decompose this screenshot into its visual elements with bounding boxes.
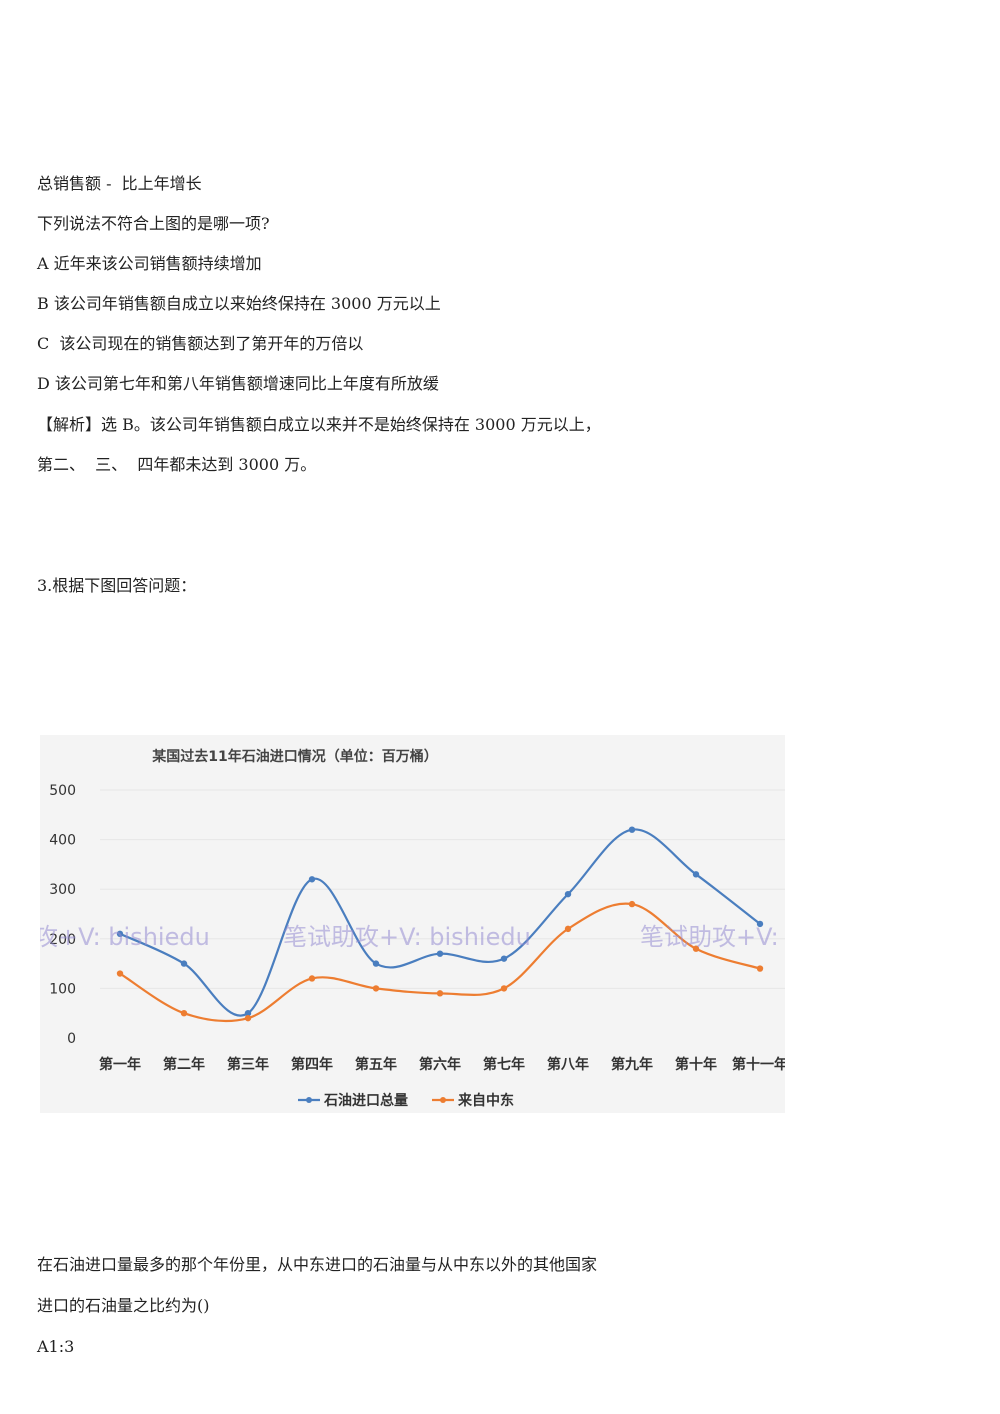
data-point bbox=[628, 900, 636, 908]
y-tick-label: 0 bbox=[67, 1031, 76, 1047]
option-a: A 近年来该公司销售额持续增加 bbox=[37, 254, 262, 273]
legend-marker bbox=[440, 1097, 446, 1103]
answer-a: A1:3 bbox=[37, 1337, 75, 1356]
y-tick-label: 300 bbox=[49, 882, 76, 898]
chart-svg: 某国过去11年石油进口情况（单位：百万桶） 0 100 200 300 400 500 第… bbox=[40, 748, 785, 1109]
series-line-1 bbox=[119, 828, 761, 1017]
data-point bbox=[756, 920, 764, 928]
data-point bbox=[244, 1010, 252, 1017]
data-point bbox=[756, 965, 764, 972]
option-b: B 该公司年销售额自成立以来始终保持在 3000 万元以上 bbox=[37, 294, 441, 313]
data-point bbox=[308, 876, 316, 883]
legend-label: 来自中东 bbox=[457, 1092, 514, 1109]
data-point bbox=[500, 955, 508, 962]
data-point bbox=[436, 990, 444, 997]
analysis-line-1: 【解析】选 B。该公司年销售额白成立以来并不是始终保持在 3000 万元以上， bbox=[37, 415, 601, 434]
data-point bbox=[500, 985, 508, 992]
y-tick-label: 500 bbox=[49, 783, 76, 799]
text-line-1: 总销售额 - 比上年增长 bbox=[37, 174, 202, 193]
x-category-label: 第十一年 bbox=[732, 1056, 785, 1073]
option-d: D 该公司第七年和第八年销售额增速同比上年度有所放缓 bbox=[37, 374, 439, 393]
x-category-label: 第十年 bbox=[675, 1056, 717, 1073]
text-line-2: 下列说法不符合上图的是哪一项? bbox=[37, 214, 270, 233]
y-tick-label: 200 bbox=[49, 932, 76, 948]
question-3-heading: 3.根据下图回答问题： bbox=[37, 576, 197, 595]
x-category-label: 第七年 bbox=[483, 1056, 525, 1073]
y-tick-label: 100 bbox=[49, 981, 76, 997]
data-point bbox=[116, 970, 124, 977]
data-point bbox=[564, 890, 572, 898]
data-point bbox=[180, 1010, 188, 1017]
data-point bbox=[436, 950, 444, 957]
x-category-label: 第四年 bbox=[291, 1056, 333, 1073]
data-point bbox=[372, 985, 380, 992]
series-line-2 bbox=[119, 902, 761, 1023]
watermark-text: 笔试助攻+V: bishiedu bbox=[283, 923, 531, 951]
x-category-label: 第六年 bbox=[419, 1056, 461, 1073]
option-c: C 该公司现在的销售额达到了第开年的万倍以 bbox=[37, 334, 364, 353]
legend-marker bbox=[306, 1097, 312, 1103]
question-text-2: 进口的石油量之比约为() bbox=[37, 1296, 210, 1315]
watermark-text: 笔试助攻+V: bishiedu bbox=[640, 923, 785, 951]
data-point bbox=[116, 930, 124, 938]
x-category-label: 第五年 bbox=[355, 1056, 397, 1073]
x-category-label: 第八年 bbox=[547, 1056, 589, 1073]
watermark-text: 笔试助攻+V: bishiedu bbox=[40, 923, 210, 951]
data-point bbox=[692, 871, 700, 878]
x-category-label: 第二年 bbox=[163, 1056, 205, 1073]
oil-import-chart: 某国过去11年石油进口情况（单位：百万桶） 0 100 200 300 400 500 第… bbox=[40, 735, 785, 1113]
legend-label: 石油进口总量 bbox=[323, 1092, 408, 1109]
data-point bbox=[180, 960, 188, 967]
chart-title: 某国过去11年石油进口情况（单位：百万桶） bbox=[152, 748, 437, 765]
question-text-1: 在石油进口量最多的那个年份里，从中东进口的石油量与从中东以外的其他国家 bbox=[37, 1255, 598, 1274]
data-point bbox=[244, 1014, 252, 1022]
data-point bbox=[372, 960, 380, 967]
y-tick-label: 400 bbox=[49, 833, 76, 849]
analysis-line-2: 第二、 三、 四年都未达到 3000 万。 bbox=[37, 455, 317, 474]
x-category-label: 第三年 bbox=[227, 1056, 269, 1073]
data-point bbox=[628, 826, 636, 833]
data-point bbox=[564, 925, 572, 933]
x-category-label: 第一年 bbox=[99, 1056, 141, 1073]
data-point bbox=[308, 975, 316, 982]
x-category-label: 第九年 bbox=[611, 1056, 653, 1073]
data-point bbox=[692, 945, 700, 952]
